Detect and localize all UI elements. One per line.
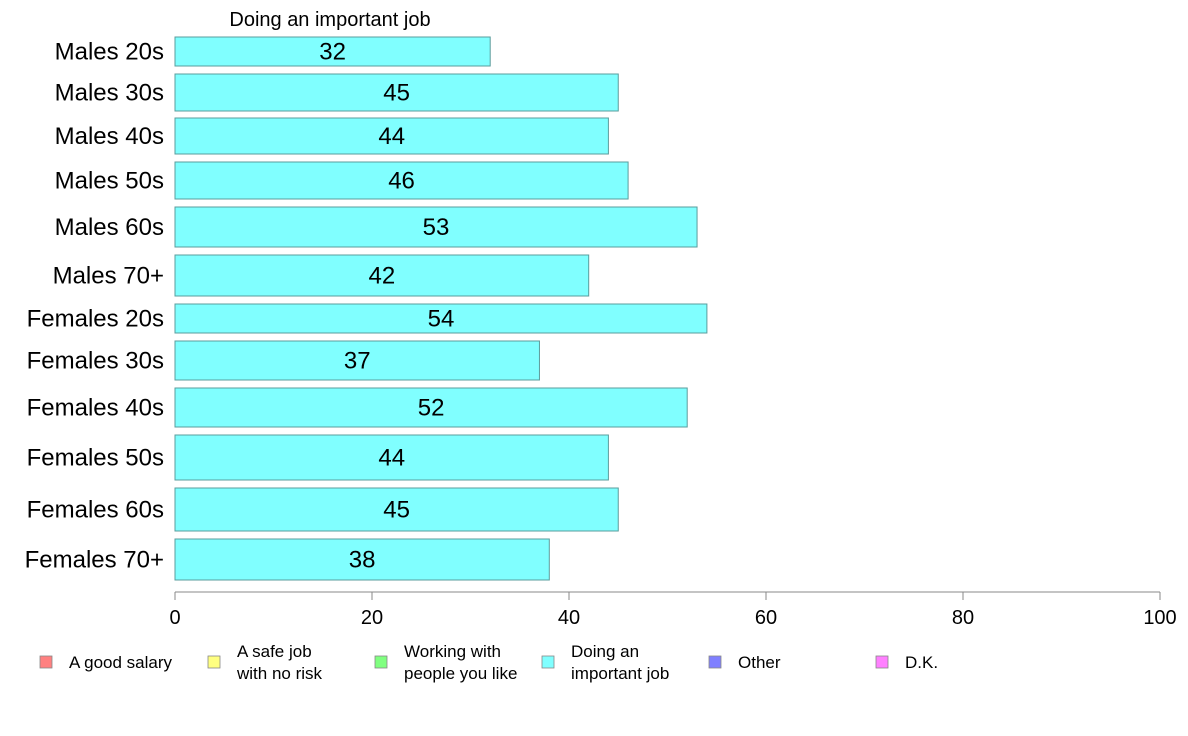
bar-males-20s xyxy=(174,36,491,67)
legend-swatch-doing-an-important-job xyxy=(541,655,555,669)
legend-swatch-d-k xyxy=(875,655,889,669)
data-label-females-60s: 45 xyxy=(383,497,410,524)
x-tick-label-0: 0 xyxy=(169,607,180,629)
bar-males-60s xyxy=(174,206,698,248)
x-tick-label-100: 100 xyxy=(1143,607,1176,629)
bar-females-70 xyxy=(174,538,550,581)
category-label-females-40s: Females 40s xyxy=(27,395,164,422)
data-label-males-40s: 44 xyxy=(378,123,405,150)
x-tick-label-80: 80 xyxy=(952,607,974,629)
chart-title: Doing an important job xyxy=(229,9,430,31)
x-tick-label-40: 40 xyxy=(558,607,580,629)
category-label-females-50s: Females 50s xyxy=(27,445,164,472)
legend-swatch-other xyxy=(708,655,722,669)
bar-females-40s xyxy=(174,387,688,428)
legend-label-other: Other xyxy=(738,653,781,672)
category-label-males-30s: Males 30s xyxy=(55,80,164,107)
bar-males-70 xyxy=(174,254,590,297)
category-label-males-20s: Males 20s xyxy=(55,39,164,66)
data-label-males-20s: 32 xyxy=(319,39,346,66)
bar-females-20s xyxy=(174,303,708,334)
x-tick-label-60: 60 xyxy=(755,607,777,629)
bar-females-50s xyxy=(174,434,609,481)
data-label-females-30s: 37 xyxy=(344,348,371,375)
bars-group: 32 45 44 46 53 42 54 37 52 44 45 38 xyxy=(174,36,708,581)
category-label-females-60s: Females 60s xyxy=(27,497,164,524)
x-tick-label-20: 20 xyxy=(361,607,383,629)
bar-males-50s xyxy=(174,161,629,200)
data-label-females-40s: 52 xyxy=(418,395,445,422)
x-axis: 0 20 40 60 80 100 xyxy=(169,591,1177,629)
legend-swatch-working-with-people-you-like xyxy=(374,655,388,669)
legend-label-d-k: D.K. xyxy=(905,653,938,672)
category-label-females-30s: Females 30s xyxy=(27,348,164,375)
legend-swatch-a-good-salary xyxy=(39,655,53,669)
legend-label-doing-an-important-job: Doing an important job xyxy=(571,642,669,683)
legend-swatch-a-safe-job-with-no-risk xyxy=(207,655,221,669)
legend: A good salary A safe job with no risk Worki… xyxy=(39,642,938,683)
data-label-males-70: 42 xyxy=(368,263,395,290)
data-label-males-60s: 53 xyxy=(423,214,450,241)
data-label-females-70: 38 xyxy=(349,547,376,574)
category-label-males-40s: Males 40s xyxy=(55,123,164,150)
legend-label-a-safe-job-with-no-risk: A safe job with no risk xyxy=(236,642,323,683)
bar-males-40s xyxy=(174,117,609,155)
category-labels: Males 20s Males 30s Males 40s Males 50s Male… xyxy=(25,39,164,574)
bar-females-30s xyxy=(174,340,540,381)
legend-label-working-with-people-you-like: Working with people you like xyxy=(404,642,517,683)
category-label-females-70: Females 70+ xyxy=(25,547,164,574)
data-label-females-20s: 54 xyxy=(428,306,455,333)
legend-label-a-good-salary: A good salary xyxy=(69,653,173,672)
data-label-males-30s: 45 xyxy=(383,80,410,107)
bar-males-30s xyxy=(174,73,619,112)
category-label-males-50s: Males 50s xyxy=(55,168,164,195)
category-label-males-70: Males 70+ xyxy=(53,263,164,290)
data-label-females-50s: 44 xyxy=(378,445,405,472)
data-label-males-50s: 46 xyxy=(388,168,415,195)
category-label-females-20s: Females 20s xyxy=(27,306,164,333)
category-label-males-60s: Males 60s xyxy=(55,214,164,241)
bar-females-60s xyxy=(174,487,619,532)
